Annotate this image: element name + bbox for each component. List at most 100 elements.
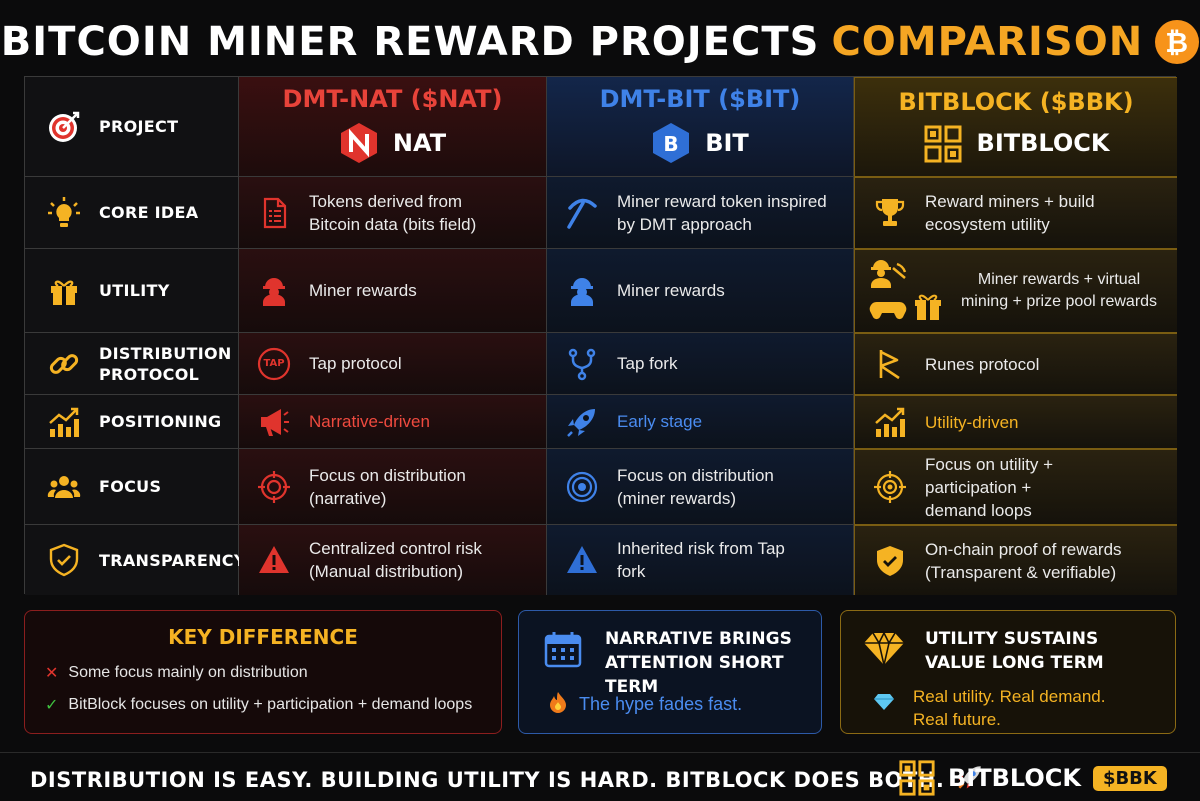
cell-bbk-focus: Focus on utility + participation + deman… xyxy=(854,449,1177,525)
utility-body: Real utility. Real demand. Real future. xyxy=(913,685,1105,731)
cell-text: Centralized control risk (Manual distrib… xyxy=(309,539,482,581)
cell-bit-core-idea: Miner reward token inspired by DMT appro… xyxy=(547,177,854,249)
gift-icon xyxy=(47,274,81,308)
footer-brand-text: BITBLOCK xyxy=(948,764,1081,792)
row-label-project: PROJECT xyxy=(25,77,239,177)
cell-text: Focus on utility + participation + deman… xyxy=(925,454,1054,520)
cell-bbk-transparency: On-chain proof of rewards (Transparent &… xyxy=(854,525,1177,595)
bitblock-logo: BITBLOCK xyxy=(923,124,1110,164)
page-title: BITCOIN MINER REWARD PROJECTS COMPARISON… xyxy=(0,14,1200,70)
utility-body-line-1: Real utility. Real demand. xyxy=(913,687,1106,706)
page-title-main: BITCOIN MINER REWARD PROJECTS xyxy=(0,19,820,65)
fire-icon xyxy=(549,691,567,718)
column-title-bit: DMT-BIT ($BIT) xyxy=(599,85,801,113)
growth-chart-icon xyxy=(873,405,907,439)
row-label-transparency: TRANSPARENCY xyxy=(25,525,245,595)
bitcoin-coin-icon: ₿ xyxy=(1155,20,1200,64)
utility-box: UTILITY SUSTAINS VALUE LONG TERM Real ut… xyxy=(840,610,1176,734)
cell-bbk-distribution: Runes protocol xyxy=(854,333,1177,395)
narrative-title-line-1: NARRATIVE BRINGS xyxy=(605,629,792,649)
footer-brand: BITBLOCK $BBK xyxy=(898,759,1167,797)
nat-hex-icon xyxy=(340,123,377,163)
cell-bbk-core-idea: Reward miners + build ecosystem utility xyxy=(854,177,1177,249)
fork-icon xyxy=(565,347,599,381)
miner-icon xyxy=(257,274,291,308)
shield-check-icon xyxy=(873,544,907,578)
row-label-focus: FOCUS xyxy=(25,449,239,525)
warning-icon xyxy=(257,543,291,577)
chain-link-icon xyxy=(47,347,81,381)
lightbulb-icon xyxy=(47,196,81,230)
miner-icon xyxy=(565,274,599,308)
utility-title-line-1: UTILITY SUSTAINS xyxy=(925,629,1099,649)
nat-logo: NAT xyxy=(339,121,446,165)
nat-logo-text: NAT xyxy=(392,128,447,157)
cell-text: Inherited risk from Tap fork xyxy=(617,539,785,581)
cell-bbk-utility: Miner rewards + virtual mining + prize p… xyxy=(854,249,1177,333)
cell-text: Narrative-driven xyxy=(309,412,430,431)
small-diamond-icon xyxy=(873,693,895,716)
cell-text: Tap protocol xyxy=(309,354,402,373)
narrative-body-text: The hype fades fast. xyxy=(579,694,743,714)
diamond-icon xyxy=(863,631,905,672)
cell-nat-positioning: Narrative-driven xyxy=(239,395,547,449)
warning-icon xyxy=(565,543,599,577)
growth-chart-icon xyxy=(47,405,81,439)
cell-text: Reward miners + build ecosystem utility xyxy=(925,192,1095,234)
cell-bit-distribution: Tap fork xyxy=(547,333,854,395)
column-header-nat: DMT-NAT ($NAT) NAT xyxy=(239,77,547,177)
shield-check-icon xyxy=(47,543,81,577)
tap-badge-text: TAP xyxy=(263,358,285,369)
narrative-body: The hype fades fast. xyxy=(549,691,742,718)
cell-nat-focus: Focus on distribution (narrative) xyxy=(239,449,547,525)
rocket-icon xyxy=(565,405,599,439)
ticker-badge: $BBK xyxy=(1092,765,1167,791)
row-label-text: POSITIONING xyxy=(99,412,222,431)
cell-text: Miner rewards xyxy=(617,281,725,300)
svg-text:B: B xyxy=(664,132,679,156)
comparison-table: PROJECT DMT-NAT ($NAT) NAT DMT-BIT ($BIT… xyxy=(24,76,1177,595)
row-label-text: UTILITY xyxy=(99,281,170,300)
footer-slogan-text: DISTRIBUTION IS EASY. BUILDING UTILITY I… xyxy=(30,767,945,792)
utility-title-line-2: VALUE LONG TERM xyxy=(925,653,1104,673)
page-title-accent: COMPARISON xyxy=(831,19,1144,65)
cell-text: Miner rewards xyxy=(309,281,417,300)
bitblock-blocks-icon xyxy=(924,125,962,162)
bitblock-blocks-icon xyxy=(899,760,935,796)
cell-text: Runes protocol xyxy=(925,354,1040,374)
cell-text: Tap fork xyxy=(617,354,678,373)
cell-bit-focus: Focus on distribution (miner rewards) xyxy=(547,449,854,525)
row-label-text: FOCUS xyxy=(99,477,162,496)
column-header-bbk: BITBLOCK ($BBK) BITBLOCK xyxy=(854,77,1177,177)
rocket-icon xyxy=(956,763,984,796)
cell-text: Tokens derived from Bitcoin data (bits f… xyxy=(309,191,477,234)
cell-text: Miner reward token inspired by DMT appro… xyxy=(617,191,827,234)
cell-bit-transparency: Inherited risk from Tap fork xyxy=(547,525,854,595)
row-label-core-idea: CORE IDEA xyxy=(25,177,239,249)
row-label-text: DISTRIBUTION PROTOCOL xyxy=(99,343,232,384)
checkmark-icon: ✓ xyxy=(45,697,59,714)
row-label-distribution-protocol: DISTRIBUTION PROTOCOL xyxy=(25,333,239,395)
cell-text: Utility-driven xyxy=(925,412,1019,432)
cell-nat-transparency: Centralized control risk (Manual distrib… xyxy=(239,525,547,595)
bitblock-logo-text: BITBLOCK xyxy=(976,129,1110,157)
runes-icon xyxy=(873,347,907,381)
bit-hex-icon: B xyxy=(653,123,690,163)
row-label-text: TRANSPARENCY xyxy=(99,550,246,570)
utility-body-line-2: Real future. xyxy=(913,710,1001,729)
narrative-box: NARRATIVE BRINGS ATTENTION SHORT TERM Th… xyxy=(518,610,822,734)
row-label-text: CORE IDEA xyxy=(99,203,199,222)
cell-nat-utility: Miner rewards xyxy=(239,249,547,333)
people-icon xyxy=(47,470,81,504)
trophy-icon xyxy=(873,196,907,230)
target-icon xyxy=(47,110,81,144)
column-header-bit: DMT-BIT ($BIT) B BIT xyxy=(547,77,854,177)
document-icon xyxy=(257,196,291,230)
key-difference-title: KEY DIFFERENCE xyxy=(168,625,358,649)
key-difference-line-1: ✕ Some focus mainly on distribution xyxy=(45,663,308,683)
calendar-icon xyxy=(543,629,583,674)
cell-text: Early stage xyxy=(617,412,703,431)
row-label-text: PROJECT xyxy=(99,117,179,136)
footer-slogan: DISTRIBUTION IS EASY. BUILDING UTILITY I… xyxy=(30,763,984,796)
cell-nat-distribution: TAP Tap protocol xyxy=(239,333,547,395)
